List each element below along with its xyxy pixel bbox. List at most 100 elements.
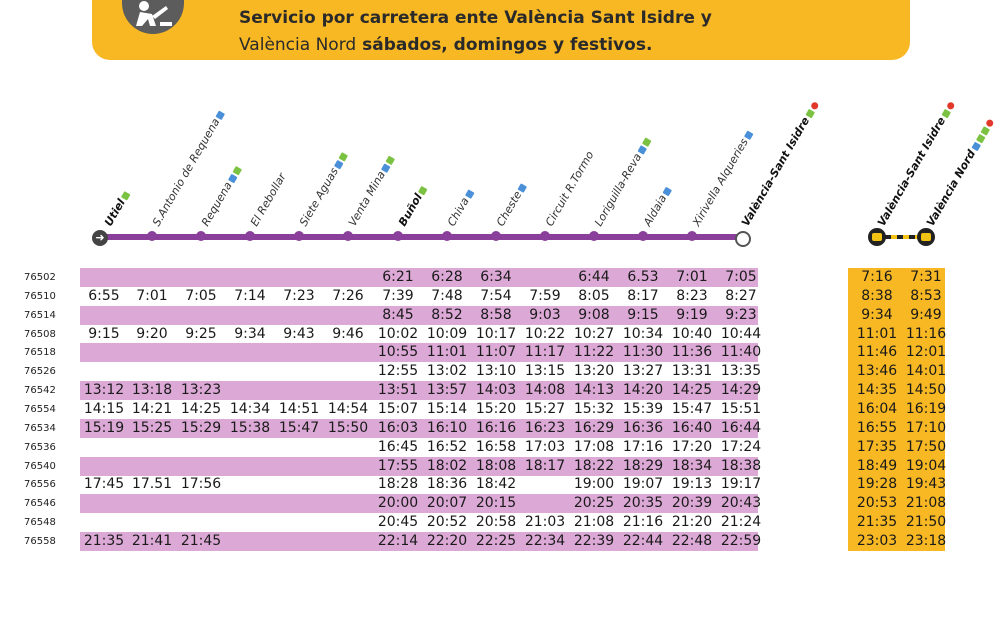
departure-time: 20:52 (426, 514, 468, 530)
departure-time: 9:15 (88, 326, 120, 342)
station-name: Venta Mina (346, 168, 388, 229)
departure-time: 17:56 (180, 476, 222, 492)
departure-time: 6:21 (382, 269, 414, 285)
departure-time: 7:01 (676, 269, 708, 285)
departure-time: 9:08 (578, 307, 610, 323)
row-background (80, 494, 758, 513)
departure-time: 10:02 (377, 326, 419, 342)
train-number: 76518 (24, 347, 56, 358)
train-number: 76554 (24, 404, 56, 415)
departure-time: 15:20 (475, 401, 517, 417)
station-label: Chiva (445, 187, 476, 229)
station-label: El Rebollar (248, 171, 289, 229)
departure-time: 21:03 (524, 514, 566, 530)
table-row: 76534 15:19 15:25 15:29 15:38 15:47 15:50 16:03… (0, 419, 1000, 438)
departure-time: 15:39 (622, 401, 664, 417)
departure-time: 10:44 (720, 326, 762, 342)
train-number: 76526 (24, 366, 56, 377)
departure-time: 15:25 (131, 420, 173, 436)
departure-time: 14:54 (327, 401, 369, 417)
departure-time: 13:20 (573, 363, 615, 379)
departure-time: 14:51 (278, 401, 320, 417)
departure-time: 13:12 (83, 382, 125, 398)
train-number: 76502 (24, 272, 56, 283)
station-name: Utiel (102, 196, 128, 229)
train-number: 76556 (24, 479, 56, 490)
departure-time: 13:10 (475, 363, 517, 379)
table-row: 76510 6:55 7:01 7:05 7:14 7:23 7:26 7:39 7:48 7:5… (0, 287, 1000, 306)
departure-time: 13:46 (856, 363, 898, 379)
departure-time: 8:38 (861, 288, 893, 304)
table-row: 76540 17:55 18:02 18:08 18:17 18:22 18:29 18:34… (0, 457, 1000, 476)
departure-time: 11:36 (671, 344, 713, 360)
departure-time: 10:27 (573, 326, 615, 342)
departure-time: 20:35 (622, 495, 664, 511)
station-label: Cheste (494, 181, 529, 229)
station-name: Siete Aguas (297, 165, 341, 229)
departure-time: 16:40 (671, 420, 713, 436)
station-stop-dot (589, 231, 599, 241)
departure-time: 13:27 (622, 363, 664, 379)
departure-time: 17:08 (573, 439, 615, 455)
departure-time: 15:07 (377, 401, 419, 417)
departure-time: 22:20 (426, 533, 468, 549)
row-background (80, 419, 758, 438)
departure-time: 22:39 (573, 533, 615, 549)
departure-time: 13:31 (671, 363, 713, 379)
parking-icon (636, 144, 647, 155)
departure-time: 20:15 (475, 495, 517, 511)
departure-time: 14:13 (573, 382, 615, 398)
departure-time: 9:34 (861, 307, 893, 323)
departure-time: 14:15 (83, 401, 125, 417)
departure-time: 13:23 (180, 382, 222, 398)
departure-time: 6.53 (627, 269, 659, 285)
row-background (80, 268, 758, 287)
bus-column-background (848, 475, 945, 494)
departure-time: 19:13 (671, 476, 713, 492)
table-row: 76502 6:21 6:28 6:34 6:44 6.53 7:01 7:05 7:16 7:3… (0, 268, 1000, 287)
departure-time: 13:35 (720, 363, 762, 379)
station-stop-dot (196, 231, 206, 241)
departure-time: 15:29 (180, 420, 222, 436)
departure-time: 7:39 (382, 288, 414, 304)
ticket-icon (338, 151, 348, 162)
departure-time: 16:03 (377, 420, 419, 436)
departure-time: 9:43 (283, 326, 315, 342)
departure-time: 6:44 (578, 269, 610, 285)
departure-time: 10:22 (524, 326, 566, 342)
departure-time: 17:50 (905, 439, 947, 455)
station-label: València-Sant Isidre (739, 99, 821, 229)
departure-time: 19:28 (856, 476, 898, 492)
departure-time: 18:42 (475, 476, 517, 492)
row-background (80, 532, 758, 551)
departure-time: 6:55 (88, 288, 120, 304)
departure-time: 7:16 (861, 269, 893, 285)
departure-time: 20:53 (856, 495, 898, 511)
station-label: Utiel (102, 189, 132, 229)
departure-time: 11:40 (720, 344, 762, 360)
notice-line1: Servicio por carretera ente València San… (239, 8, 712, 28)
departure-time: 16:44 (720, 420, 762, 436)
departure-time: 15:47 (671, 401, 713, 417)
table-row: 76548 20:45 20:52 20:58 21:03 21:08 21:16 21:20… (0, 513, 1000, 532)
train-number: 76546 (24, 498, 56, 509)
start-arrow-icon: ➜ (92, 230, 108, 246)
departure-time: 7:14 (234, 288, 266, 304)
departure-time: 16:52 (426, 439, 468, 455)
departure-time: 21:08 (905, 495, 947, 511)
departure-time: 13:51 (377, 382, 419, 398)
departure-time: 9:03 (529, 307, 561, 323)
bus-column-background (848, 400, 945, 419)
table-row: 76542 13:12 13:18 13:23 13:51 13:57 14:03 14:08… (0, 381, 1000, 400)
departure-time: 17:20 (671, 439, 713, 455)
table-row: 76558 21:35 21:41 21:45 22:14 22:20 22:25 22:34… (0, 532, 1000, 551)
departure-time: 21:50 (905, 514, 947, 530)
notice-banner (92, 0, 910, 60)
bus-column-background (848, 532, 945, 551)
train-number: 76534 (24, 423, 56, 434)
departure-time: 13:02 (426, 363, 468, 379)
bus-column-background (848, 268, 945, 287)
departure-time: 16:23 (524, 420, 566, 436)
station-label: Circuit R.Tormo (543, 149, 596, 229)
notice-line2-normal: València Nord (239, 35, 357, 55)
